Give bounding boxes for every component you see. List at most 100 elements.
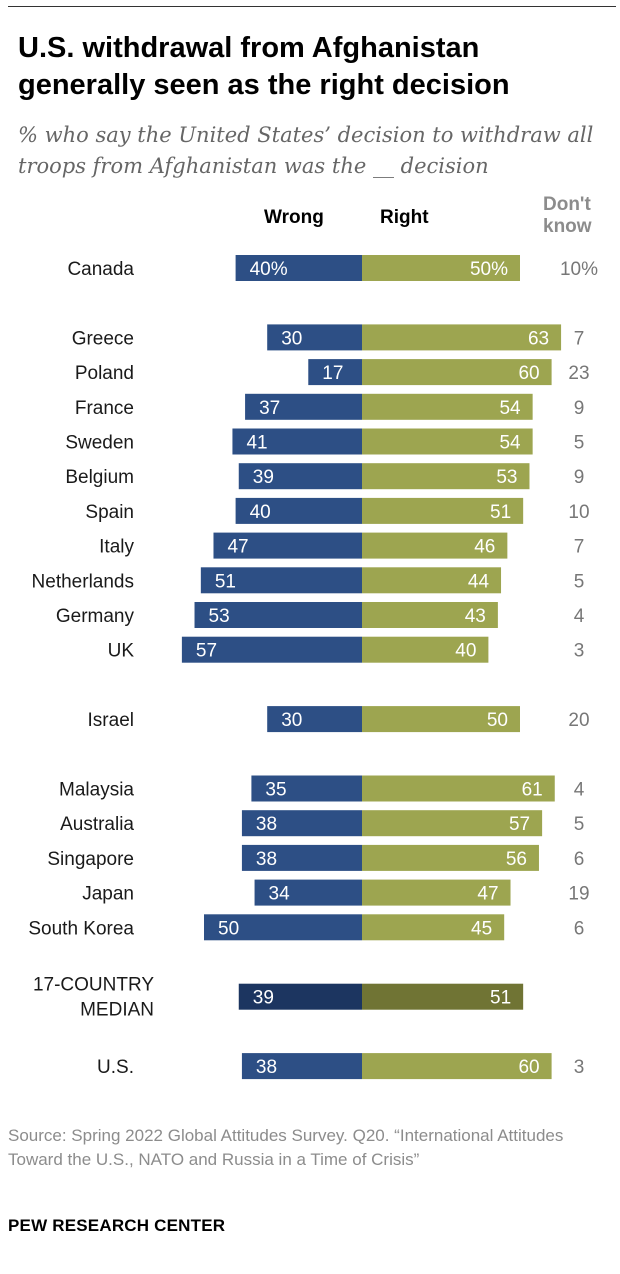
value-label-dont-know-singapore: 6 xyxy=(574,849,585,870)
chart-title: U.S. withdrawal from Afghanistan general… xyxy=(18,32,510,101)
column-header-right: Right xyxy=(380,207,429,228)
value-label-dont-know-israel: 20 xyxy=(568,710,589,731)
value-label-dont-know-france: 9 xyxy=(574,398,585,419)
category-label-singapore: Singapore xyxy=(47,849,134,870)
category-label-canada: Canada xyxy=(67,259,134,280)
bar-wrong-uk xyxy=(181,636,362,663)
column-header-dont-know-line1: Don't xyxy=(543,194,591,215)
value-label-right-17-country-median: 51 xyxy=(490,988,511,1009)
value-label-right-greece: 63 xyxy=(528,328,549,349)
value-label-dont-know-malaysia: 4 xyxy=(574,780,585,801)
bar-wrong-17-country-median xyxy=(238,983,362,1010)
value-label-right-france: 54 xyxy=(499,398,521,419)
chart-subtitle: % who say the United States’ decision to… xyxy=(18,123,594,178)
bar-wrong-greece xyxy=(267,324,362,351)
value-label-wrong-south-korea: 50 xyxy=(218,918,239,939)
column-header-wrong: Wrong xyxy=(264,207,324,228)
bar-wrong-germany xyxy=(194,602,362,628)
bar-right-japan xyxy=(362,879,511,906)
bar-right-sweden xyxy=(362,428,533,455)
value-label-dont-know-germany: 4 xyxy=(574,606,585,627)
category-label-u-s: U.S. xyxy=(97,1057,134,1078)
value-label-wrong-singapore: 38 xyxy=(256,849,277,870)
bar-right-singapore xyxy=(362,844,539,871)
value-label-wrong-17-country-median: 39 xyxy=(253,988,274,1009)
value-label-dont-know-australia: 5 xyxy=(574,814,585,835)
bar-right-south-korea xyxy=(362,914,505,941)
value-label-wrong-spain: 40 xyxy=(250,502,271,523)
bar-right-france xyxy=(362,393,533,420)
value-label-right-singapore: 56 xyxy=(506,849,527,870)
value-label-wrong-belgium: 39 xyxy=(253,467,274,488)
value-label-dont-know-belgium: 9 xyxy=(574,467,585,488)
category-label-spain: Spain xyxy=(85,502,134,523)
category-label-belgium: Belgium xyxy=(65,467,134,488)
category-label-italy: Italy xyxy=(99,537,134,558)
bar-wrong-belgium xyxy=(238,463,362,490)
bar-wrong-japan xyxy=(254,879,362,906)
value-label-wrong-sweden: 41 xyxy=(246,433,267,454)
bar-right-uk xyxy=(362,636,489,663)
bar-right-malaysia xyxy=(362,775,555,802)
value-label-wrong-israel: 30 xyxy=(281,710,302,731)
value-label-right-sweden: 54 xyxy=(499,433,521,454)
value-label-wrong-u-s: 38 xyxy=(256,1057,277,1078)
column-header-dont-know-line2: know xyxy=(543,216,592,237)
bar-wrong-canada xyxy=(235,255,362,281)
column-header-dont-know: Don't know xyxy=(543,194,592,238)
bar-wrong-u-s xyxy=(241,1053,362,1080)
top-rule xyxy=(8,6,616,7)
value-label-right-poland: 60 xyxy=(518,363,539,384)
bar-right-italy xyxy=(362,532,508,559)
value-label-dont-know-japan: 19 xyxy=(568,884,589,905)
bar-wrong-spain xyxy=(235,497,362,524)
value-label-dont-know-south-korea: 6 xyxy=(574,918,585,939)
source-note: Source: Spring 2022 Global Attitudes Sur… xyxy=(8,1126,564,1169)
value-label-wrong-canada: 40% xyxy=(250,259,288,280)
value-label-right-netherlands: 44 xyxy=(468,571,490,592)
category-label-israel: Israel xyxy=(88,710,134,731)
value-label-wrong-poland: 17 xyxy=(322,363,343,384)
bar-wrong-poland xyxy=(308,359,362,386)
value-label-dont-know-u-s: 3 xyxy=(574,1057,585,1078)
category-label-greece: Greece xyxy=(72,328,134,349)
value-label-wrong-greece: 30 xyxy=(281,328,302,349)
pew-logo-text: PEW RESEARCH CENTER xyxy=(8,1216,226,1235)
bar-right-spain xyxy=(362,497,524,524)
bar-wrong-malaysia xyxy=(251,775,362,802)
category-label-germany: Germany xyxy=(56,606,135,627)
bar-wrong-singapore xyxy=(241,844,362,871)
value-label-right-italy: 46 xyxy=(474,537,495,558)
bar-right-israel xyxy=(362,706,520,733)
value-label-dont-know-spain: 10 xyxy=(568,502,589,523)
value-label-wrong-japan: 34 xyxy=(269,884,291,905)
bar-wrong-australia xyxy=(241,810,362,837)
value-label-right-australia: 57 xyxy=(509,814,530,835)
category-label-17-country-median: 17-COUNTRY MEDIAN xyxy=(33,975,154,1021)
category-label-south-korea: South Korea xyxy=(28,918,134,939)
value-label-right-japan: 47 xyxy=(477,884,498,905)
value-label-wrong-france: 37 xyxy=(259,398,280,419)
bar-wrong-netherlands xyxy=(200,567,362,594)
bar-right-17-country-median xyxy=(362,983,524,1010)
value-label-dont-know-sweden: 5 xyxy=(574,433,585,454)
bar-right-poland xyxy=(362,359,552,386)
value-label-wrong-netherlands: 51 xyxy=(215,571,236,592)
category-label-poland: Poland xyxy=(75,363,134,384)
value-label-right-malaysia: 61 xyxy=(522,780,543,801)
value-label-right-belgium: 53 xyxy=(496,467,517,488)
value-label-dont-know-italy: 7 xyxy=(574,537,585,558)
value-label-right-spain: 51 xyxy=(490,502,511,523)
value-label-dont-know-greece: 7 xyxy=(574,328,585,349)
value-label-wrong-australia: 38 xyxy=(256,814,277,835)
value-label-wrong-germany: 53 xyxy=(209,606,230,627)
category-label-france: France xyxy=(75,398,134,419)
category-label-netherlands: Netherlands xyxy=(32,571,134,592)
bar-right-greece xyxy=(362,324,562,351)
category-label-japan: Japan xyxy=(82,884,134,905)
bar-right-belgium xyxy=(362,463,530,490)
value-label-right-israel: 50 xyxy=(487,710,508,731)
category-label-australia: Australia xyxy=(60,814,134,835)
value-label-dont-know-netherlands: 5 xyxy=(574,571,585,592)
value-label-right-uk: 40 xyxy=(455,641,476,662)
